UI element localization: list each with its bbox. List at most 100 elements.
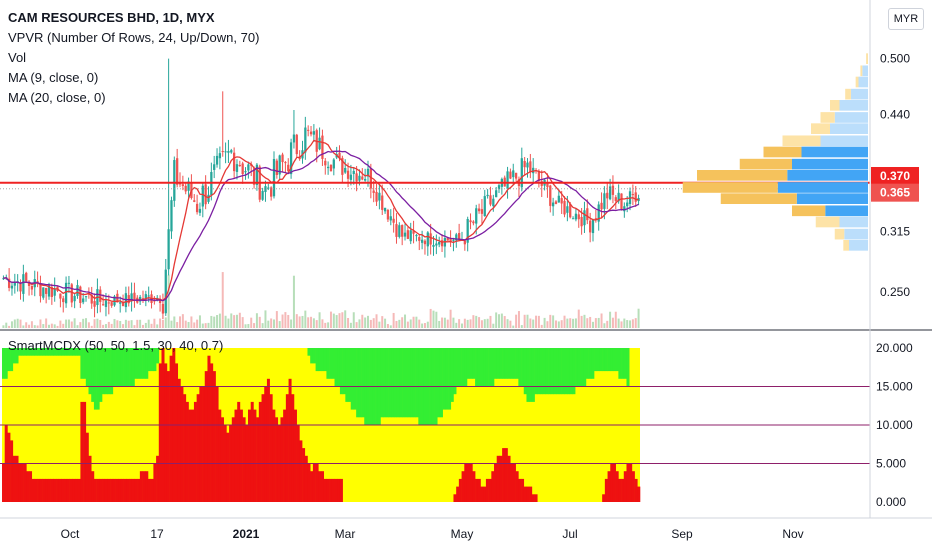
- candle-body: [275, 160, 278, 175]
- mcdx-green-bar: [18, 348, 22, 356]
- candle-body: [101, 304, 105, 306]
- candle-body: [324, 160, 327, 166]
- volume-bar: [386, 324, 389, 328]
- volume-bar: [170, 320, 173, 328]
- price-pane[interactable]: [0, 58, 870, 328]
- volume-bar: [574, 318, 577, 328]
- candle-body: [42, 287, 45, 298]
- candle-body: [469, 220, 472, 223]
- candle-body: [227, 151, 230, 153]
- volume-bar: [119, 320, 122, 328]
- mcdx-green-bar: [321, 348, 325, 372]
- currency-button[interactable]: MYR: [888, 8, 924, 30]
- candle-body: [608, 186, 612, 200]
- candle-body: [600, 202, 603, 210]
- mcdx-green-bar: [556, 348, 560, 395]
- vpvr-down-bar: [811, 123, 830, 134]
- mcdx-red-bar: [204, 371, 208, 502]
- mcdx-red-bar: [302, 448, 306, 502]
- volume-bar: [611, 317, 614, 328]
- volume-bar: [147, 319, 150, 328]
- volume-legend[interactable]: Vol: [8, 50, 27, 65]
- mcdx-red-bar: [210, 363, 214, 502]
- mcdx-red-bar: [61, 478, 65, 502]
- mcdx-green-bar: [572, 348, 576, 395]
- ma9-legend[interactable]: MA (9, close, 0): [8, 70, 99, 85]
- mcdx-red-bar: [456, 486, 460, 502]
- volume-bar: [466, 319, 469, 328]
- smartmcdx-pane[interactable]: [0, 348, 870, 502]
- mcdx-green-bar: [410, 348, 414, 418]
- mcdx-green-bar: [442, 348, 446, 410]
- volume-bar: [247, 324, 250, 328]
- mcdx-red-bar: [142, 471, 146, 502]
- candle-body: [284, 162, 287, 164]
- candle-body: [235, 164, 239, 172]
- candle-body: [79, 286, 82, 303]
- mcdx-red-bar: [499, 455, 503, 502]
- time-tick-label: Oct: [61, 527, 80, 541]
- ma20-legend[interactable]: MA (20, close, 0): [8, 90, 106, 105]
- mcdx-green-bar: [529, 348, 533, 402]
- mcdx-green-bar: [139, 348, 143, 379]
- volume-bar: [230, 313, 233, 328]
- volume-bar: [207, 322, 210, 328]
- vpvr-up-bar: [839, 216, 868, 228]
- vpvr-down-bar: [697, 170, 788, 181]
- mcdx-red-bar: [315, 463, 319, 502]
- mcdx-green-bar: [326, 348, 330, 379]
- volume-bar: [355, 322, 358, 328]
- volume-bar: [606, 320, 609, 328]
- candle-body: [267, 187, 270, 189]
- mcdx-red-bar: [612, 463, 616, 502]
- mcdx-red-bar: [220, 417, 224, 502]
- candle-body: [82, 298, 85, 303]
- candle-body: [569, 203, 572, 218]
- mcdx-red-bar: [529, 486, 533, 502]
- mcdx-green-bar: [472, 348, 476, 379]
- mcdx-red-bar: [153, 463, 157, 502]
- mcdx-red-bar: [231, 417, 235, 502]
- vpvr-down-bar: [815, 216, 840, 228]
- mcdx-red-bar: [169, 355, 173, 502]
- mcdx-green-bar: [604, 348, 608, 372]
- volume-bar: [270, 318, 273, 328]
- mcdx-red-bar: [326, 478, 330, 502]
- mcdx-red-bar: [275, 417, 279, 502]
- volume-bar: [426, 321, 429, 328]
- mcdx-green-bar: [331, 348, 335, 379]
- vpvr-legend[interactable]: VPVR (Number Of Rows, 24, Up/Down, 70): [8, 30, 260, 45]
- mcdx-red-bar: [631, 471, 635, 502]
- candle-body: [438, 241, 441, 245]
- mcdx-green-bar: [623, 348, 627, 379]
- volume-bar: [193, 322, 196, 328]
- volume-bar: [384, 318, 387, 328]
- volume-bar: [204, 323, 207, 328]
- vpvr-up-bar: [796, 193, 868, 204]
- volume-bar: [455, 322, 458, 328]
- candle-body: [432, 245, 435, 247]
- time-tick-label: 2021: [233, 527, 260, 541]
- mcdx-green-bar: [120, 348, 124, 387]
- volume-bar: [47, 324, 50, 328]
- mcdx-red-bar: [634, 478, 638, 502]
- mcdx-green-bar: [37, 348, 41, 356]
- volume-bar: [617, 318, 620, 328]
- candle-body: [213, 164, 216, 170]
- candle-body: [566, 206, 569, 213]
- mcdx-red-bar: [293, 409, 297, 502]
- candle-body: [164, 269, 167, 314]
- smartmcdx-legend[interactable]: SmartMCDX (50, 50, 1.5, 30, 40, 0.7): [8, 338, 224, 353]
- mcdx-red-bar: [258, 401, 262, 502]
- volume-bar: [517, 311, 520, 328]
- chart-title[interactable]: CAM RESOURCES BHD, 1D, MYX: [8, 10, 215, 25]
- candle-body: [591, 219, 595, 234]
- mcdx-green-bar: [310, 348, 314, 364]
- mcdx-green-bar: [83, 348, 87, 379]
- volume-bar: [395, 320, 398, 328]
- candle-body: [204, 184, 207, 205]
- candle-body: [264, 186, 267, 193]
- volume-bar: [324, 322, 327, 328]
- volume-bar: [623, 318, 626, 328]
